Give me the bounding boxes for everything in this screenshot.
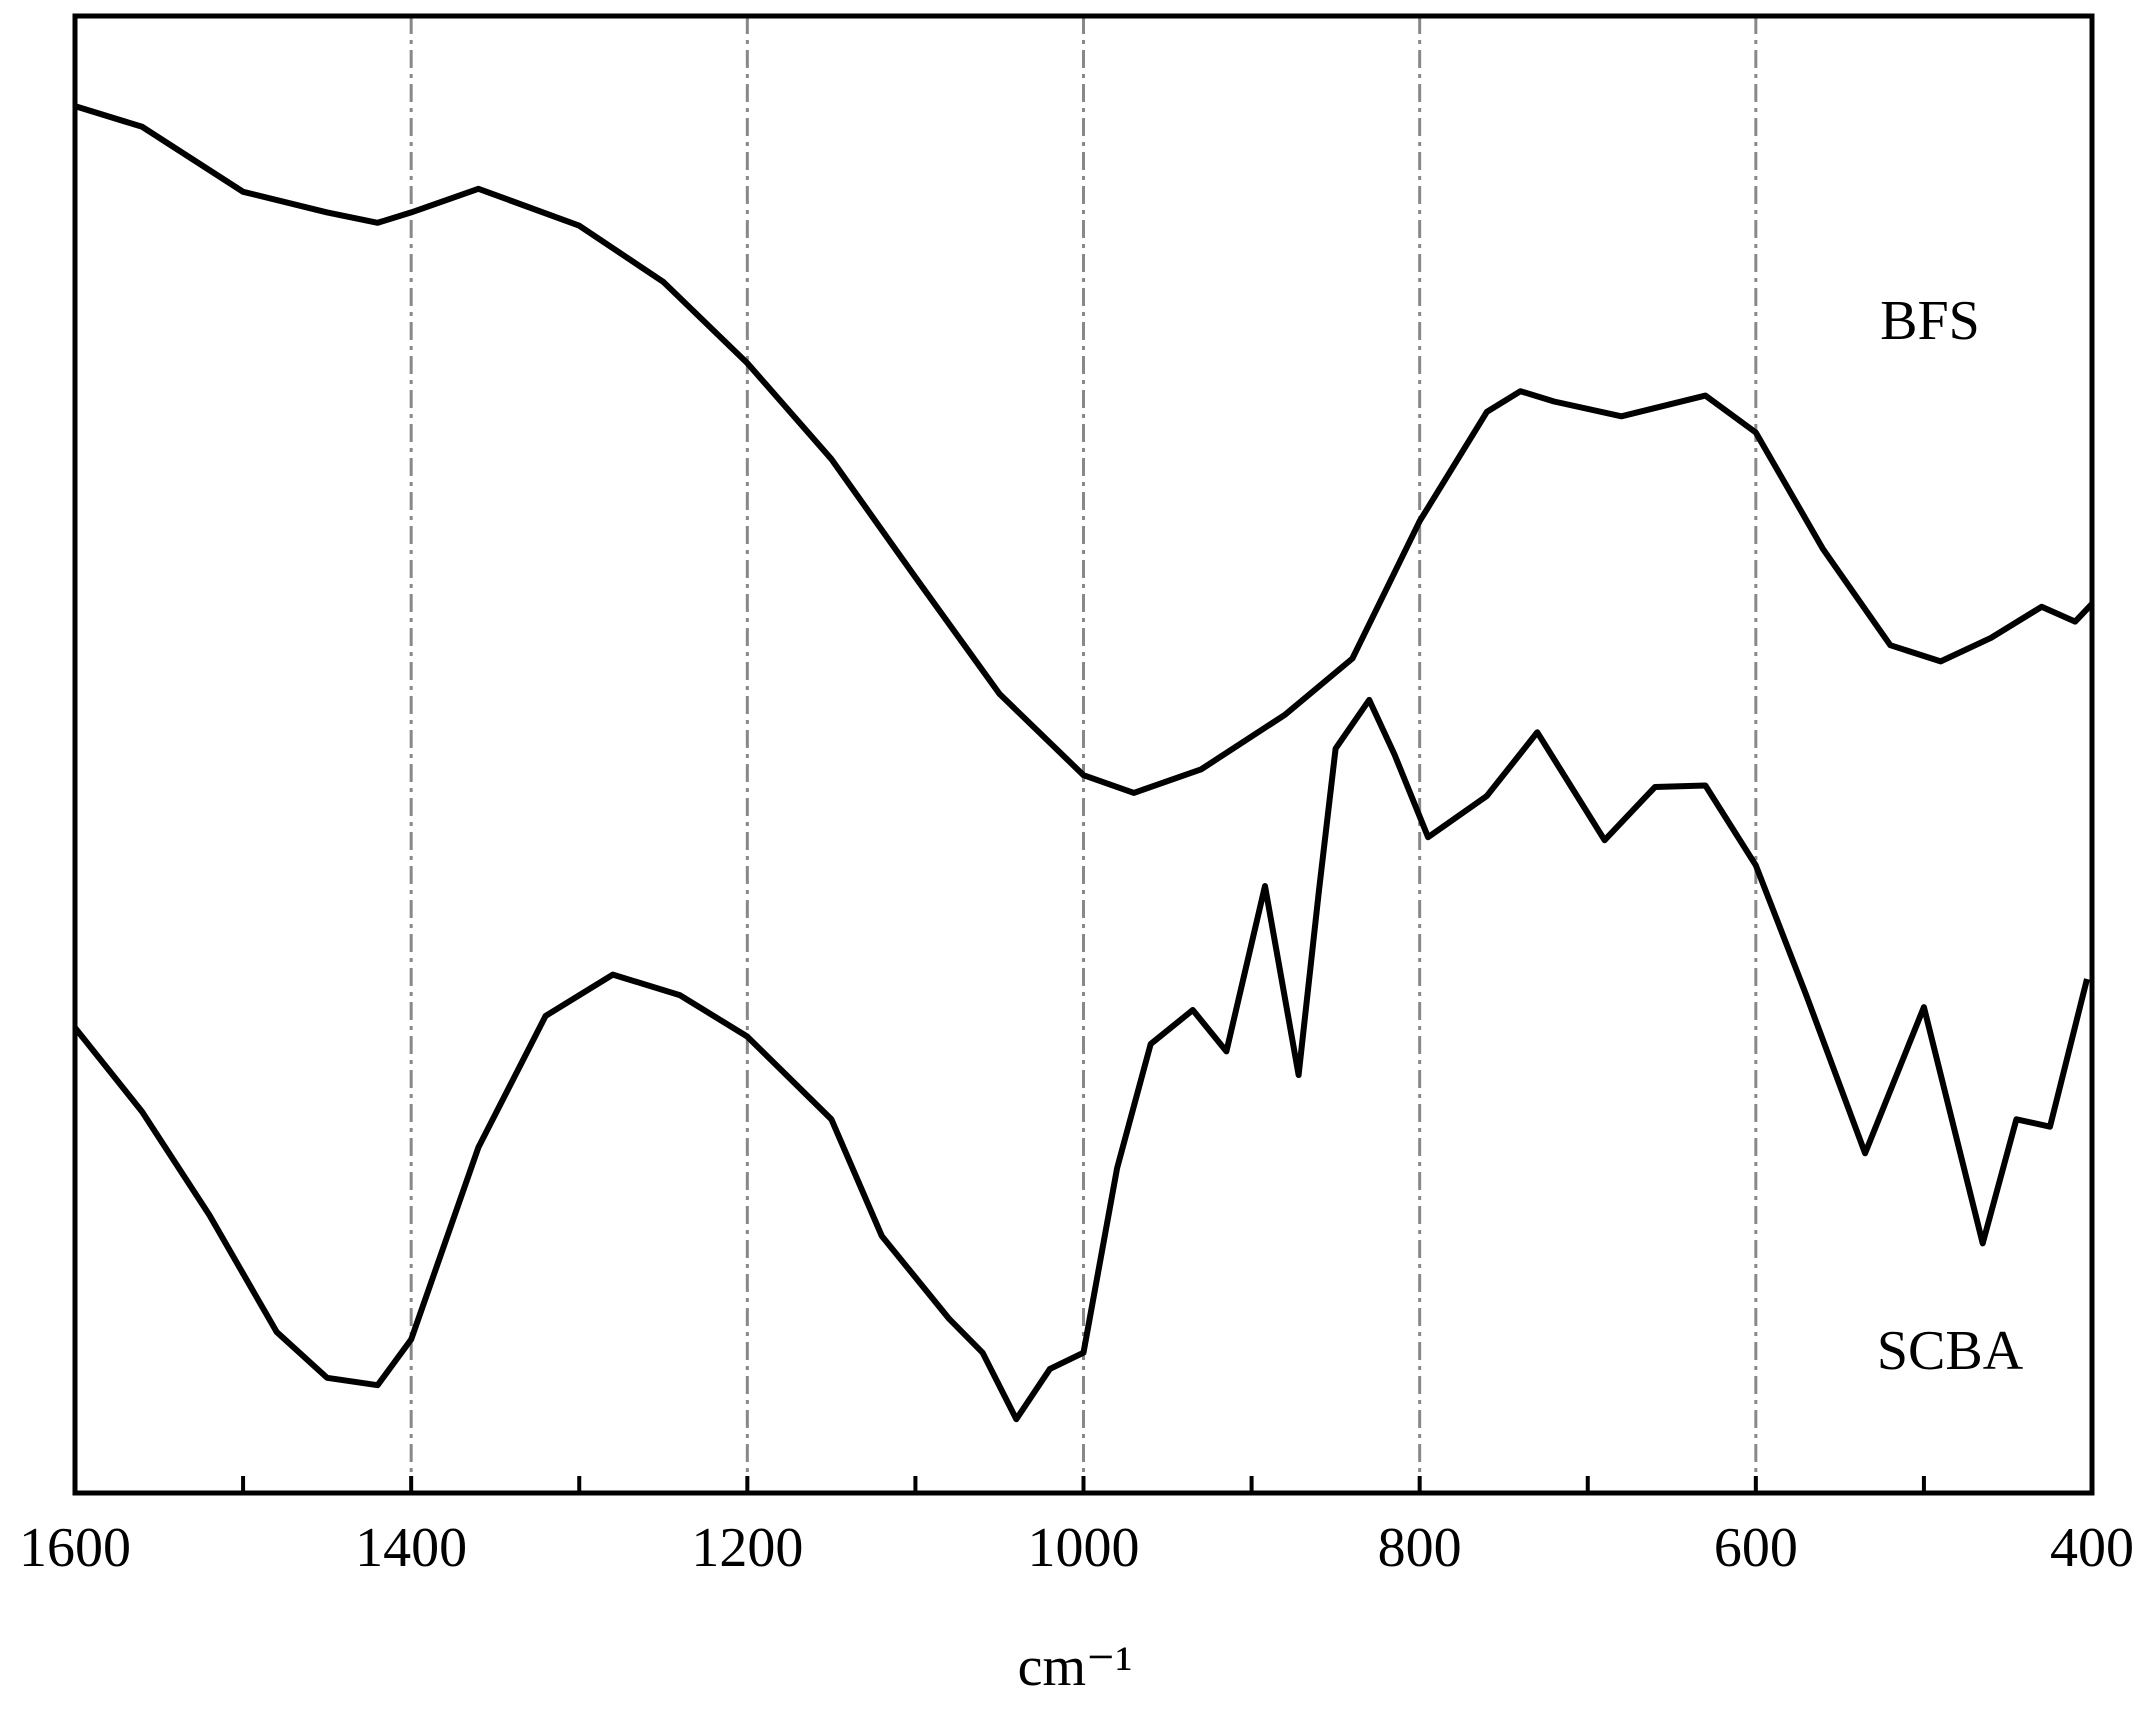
x-tick-label: 1200 (691, 1517, 803, 1579)
x-axis-label: cm⁻¹ (1018, 1636, 1133, 1698)
plot-frame (72, 13, 2095, 1496)
series-label: SCBA (1877, 1320, 2024, 1382)
series-label: BFS (1880, 290, 1980, 352)
series-line (74, 103, 2095, 796)
x-tick-label: 400 (2050, 1517, 2134, 1579)
series-line (72, 696, 2090, 1423)
x-tick-label: 600 (1714, 1517, 1798, 1579)
x-tick-label: 1600 (19, 1517, 131, 1579)
x-tick-label: 1400 (355, 1517, 467, 1579)
x-tick-label: 1000 (1028, 1517, 1140, 1579)
x-tick-label: 800 (1378, 1517, 1462, 1579)
